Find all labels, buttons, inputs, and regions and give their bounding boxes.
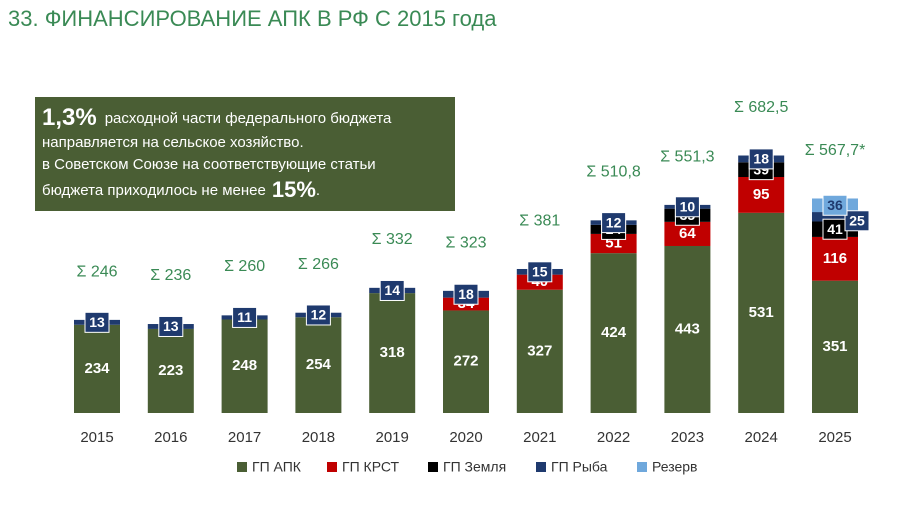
value-label: 116 bbox=[823, 250, 847, 267]
value-label: 64 bbox=[679, 225, 696, 242]
value-label: 318 bbox=[380, 344, 405, 361]
legend-label: Резерв bbox=[652, 459, 697, 475]
note-line: бюджета приходилось не менее 15%. bbox=[42, 177, 320, 202]
legend-label: ГП КРСТ bbox=[342, 459, 400, 475]
legend-swatch bbox=[536, 462, 546, 472]
value-label: 15 bbox=[532, 264, 548, 280]
value-label: 223 bbox=[158, 362, 183, 379]
bar-segment bbox=[738, 212, 785, 413]
value-label: 424 bbox=[601, 324, 627, 341]
bar-segment bbox=[812, 280, 858, 413]
value-label: 36 bbox=[827, 197, 843, 213]
value-label-box bbox=[748, 148, 774, 170]
value-label: 11 bbox=[237, 309, 252, 325]
value-label: 531 bbox=[749, 304, 774, 321]
x-tick-label: 2022 bbox=[597, 429, 630, 446]
bar-segment bbox=[295, 317, 342, 413]
value-label: 327 bbox=[527, 342, 552, 359]
total-label: Σ 381 bbox=[519, 213, 560, 230]
total-label: Σ 510,8 bbox=[586, 164, 640, 181]
value-label: 443 bbox=[675, 320, 700, 337]
note-box bbox=[35, 97, 455, 211]
value-label: 95 bbox=[753, 186, 770, 203]
x-tick-label: 2024 bbox=[745, 429, 778, 446]
value-label-box bbox=[527, 261, 553, 283]
x-tick-label: 2019 bbox=[376, 429, 409, 446]
total-label: Σ 246 bbox=[76, 263, 117, 280]
legend-label: ГП АПК bbox=[252, 459, 302, 475]
legend-label: ГП Земля bbox=[443, 459, 506, 475]
value-label-box bbox=[84, 311, 110, 333]
x-tick-label: 2017 bbox=[228, 429, 261, 446]
total-label: Σ 332 bbox=[372, 231, 413, 248]
value-label: 12 bbox=[311, 307, 327, 323]
x-tick-label: 2025 bbox=[818, 429, 851, 446]
bar-segment bbox=[369, 293, 416, 413]
value-label: 254 bbox=[306, 356, 332, 373]
value-label-box bbox=[158, 315, 184, 337]
bar-segment bbox=[74, 324, 120, 413]
chart-title: 33. ФИНАНСИРОВАНИЕ АПК В РФ С 2015 года bbox=[8, 6, 497, 31]
bar-segment bbox=[443, 310, 489, 413]
value-label: 18 bbox=[753, 151, 769, 167]
legend-swatch bbox=[637, 462, 647, 472]
bar-segment bbox=[812, 236, 858, 281]
legend-swatch bbox=[237, 462, 247, 472]
x-tick-label: 2020 bbox=[449, 429, 482, 446]
total-label: Σ 567,7* bbox=[805, 142, 866, 159]
value-label: 12 bbox=[606, 214, 622, 230]
note-line: 1,3% расходной части федерального бюджета bbox=[42, 104, 392, 131]
bar-segment bbox=[664, 221, 711, 246]
total-label: Σ 236 bbox=[150, 267, 191, 284]
bar-segment bbox=[516, 289, 563, 413]
value-label-box bbox=[844, 210, 870, 232]
x-tick-label: 2016 bbox=[154, 429, 187, 446]
bar-segment bbox=[664, 245, 711, 413]
note-line: в Советском Союзе на соответствующие ста… bbox=[42, 156, 376, 173]
value-label-box bbox=[822, 194, 848, 216]
total-label: Σ 266 bbox=[298, 256, 339, 273]
x-tick-label: 2023 bbox=[671, 429, 704, 446]
value-label: 272 bbox=[453, 353, 478, 370]
value-label: 13 bbox=[163, 318, 179, 334]
legend-swatch bbox=[327, 462, 337, 472]
total-label: Σ 551,3 bbox=[660, 148, 714, 165]
value-label-box bbox=[453, 283, 479, 305]
value-label: 13 bbox=[89, 314, 105, 330]
value-label-box bbox=[232, 306, 258, 328]
value-label-box bbox=[379, 279, 405, 301]
value-label: 351 bbox=[822, 338, 847, 355]
value-label: 41 bbox=[827, 221, 843, 237]
value-label: 18 bbox=[458, 286, 474, 302]
total-label: Σ 682,5 bbox=[734, 99, 788, 116]
x-tick-label: 2015 bbox=[80, 429, 113, 446]
legend-label: ГП Рыба bbox=[551, 459, 608, 475]
value-label: 248 bbox=[232, 357, 257, 374]
bar-segment bbox=[738, 176, 785, 213]
value-label: 14 bbox=[384, 282, 400, 298]
value-label: 234 bbox=[84, 360, 110, 377]
legend-swatch bbox=[428, 462, 438, 472]
bar-segment bbox=[812, 212, 858, 222]
total-label: Σ 260 bbox=[224, 258, 265, 275]
x-tick-label: 2018 bbox=[302, 429, 335, 446]
bar-segment bbox=[221, 319, 268, 413]
value-label-box bbox=[674, 196, 700, 218]
x-tick-label: 2021 bbox=[523, 429, 556, 446]
value-label-box bbox=[601, 212, 627, 234]
value-label: 25 bbox=[849, 212, 865, 228]
value-label: 10 bbox=[680, 198, 696, 214]
bar-segment bbox=[147, 328, 194, 413]
value-label-box bbox=[305, 304, 331, 326]
note-line: направляется на сельское хозяйство. bbox=[42, 134, 304, 151]
bar-segment bbox=[590, 253, 637, 413]
total-label: Σ 323 bbox=[445, 234, 486, 251]
